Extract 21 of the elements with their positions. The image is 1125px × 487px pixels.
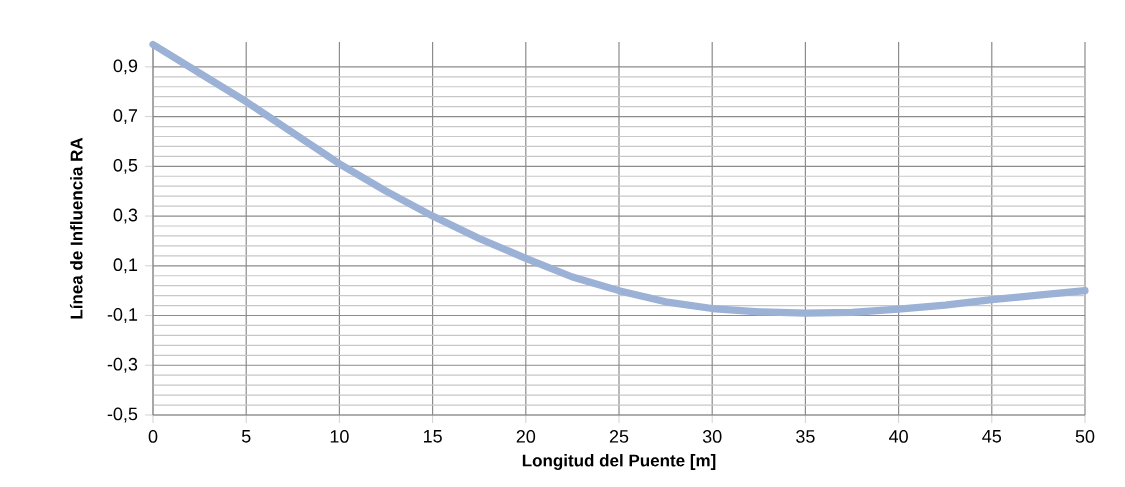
x-tick-label: 30	[702, 430, 722, 443]
y-tick-label: 0,5	[113, 158, 138, 174]
x-tick-label: 10	[330, 430, 349, 443]
y-tick-label: -0,1	[107, 308, 138, 323]
x-tick-label: 15	[423, 430, 442, 443]
x-tick-label: 25	[609, 430, 629, 443]
x-tick-label: 5	[241, 430, 251, 443]
y-tick-label: -0,5	[107, 407, 138, 423]
x-tick-label: 50	[1075, 430, 1095, 443]
y-axis-title: Línea de Influencia RA	[69, 137, 83, 319]
y-tick-label: 0,9	[113, 59, 138, 75]
x-tick-label: 40	[888, 430, 908, 443]
y-tick-label: 0,1	[113, 258, 138, 274]
x-axis-title: Longitud del Puente [m]	[522, 454, 716, 470]
y-tick-label: 0,7	[113, 109, 138, 125]
x-tick-label: 45	[982, 430, 1002, 443]
x-tick-label: 0	[148, 430, 158, 443]
x-tick-label: 20	[516, 430, 536, 443]
y-tick-label: -0,3	[107, 357, 138, 373]
y-tick-label: 0,3	[113, 208, 138, 224]
x-tick-label: 35	[796, 430, 815, 443]
